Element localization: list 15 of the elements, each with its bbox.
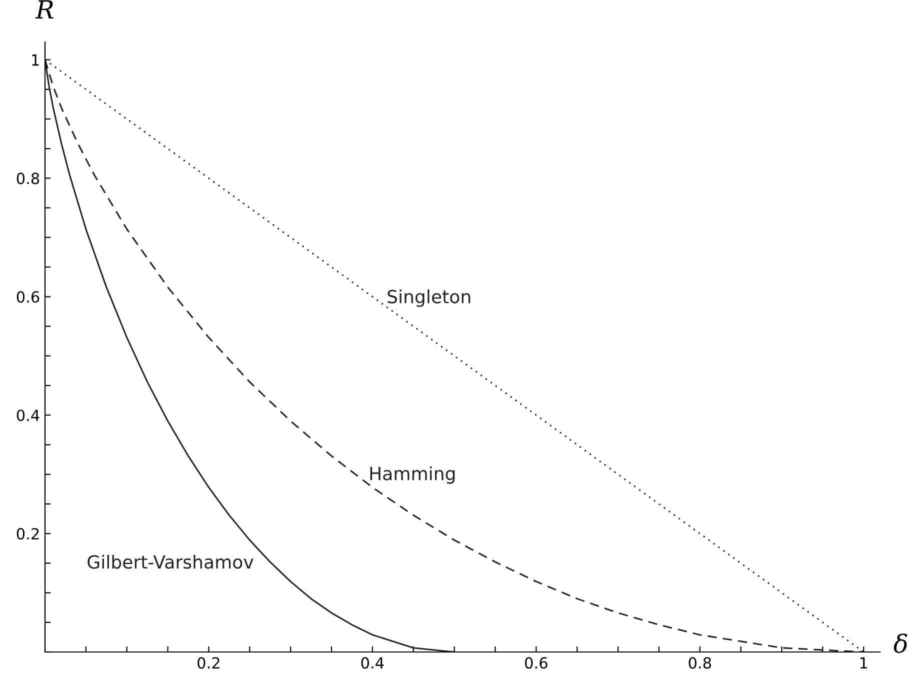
x-tick-label: 1 <box>860 657 868 668</box>
series-label: Singleton <box>388 289 470 307</box>
x-tick-label: 0.2 <box>198 657 220 669</box>
x-axis-title: δ <box>894 634 908 654</box>
y-tick-label: 0.2 <box>16 528 39 540</box>
series-label: Gilbert-Varshamov <box>88 554 254 569</box>
y-tick-label: 1 <box>32 54 39 66</box>
x-tick-label: 0.8 <box>688 657 712 669</box>
y-tick-label: 0.8 <box>16 172 40 184</box>
x-tick-label: 0.4 <box>361 657 384 669</box>
y-tick-label: 0.6 <box>16 291 40 303</box>
x-tick-label: 0.6 <box>525 657 548 669</box>
series-label: Hamming <box>370 466 455 484</box>
y-axis-title: R <box>35 0 54 18</box>
y-tick-label: 0.4 <box>16 410 40 422</box>
